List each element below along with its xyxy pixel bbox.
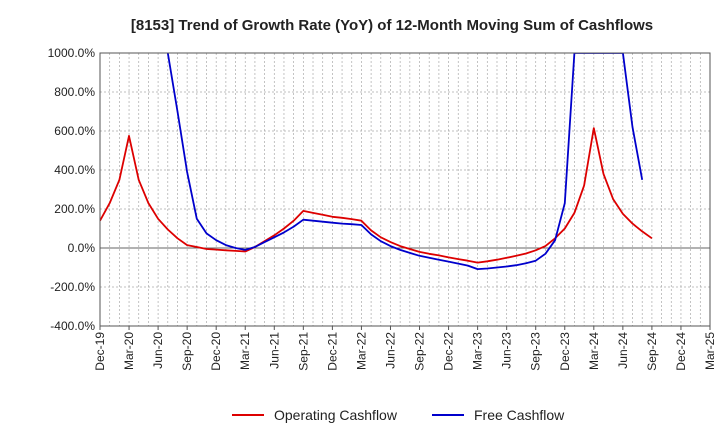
x-tick-label: Dec-20	[209, 332, 223, 371]
x-axis-ticks: Dec-19 Mar-20 Jun-20 Sep-20 Dec-20 Mar-21 Jun-…	[93, 326, 717, 371]
x-tick-label: Jun-20	[151, 332, 165, 369]
x-tick-label: Sep-23	[529, 332, 543, 371]
y-tick-label: 800.0%	[54, 85, 95, 99]
grid-layer	[100, 53, 710, 326]
x-tick-label: Sep-24	[645, 332, 659, 371]
y-tick-label: 400.0%	[54, 163, 95, 177]
x-tick-label: Sep-20	[180, 332, 194, 371]
x-tick-label: Sep-22	[413, 332, 427, 371]
x-tick-label: Jun-21	[267, 332, 281, 369]
y-tick-label: -200.0%	[50, 280, 95, 294]
x-tick-label: Jun-23	[500, 332, 514, 369]
chart-title: [8153] Trend of Growth Rate (YoY) of 12-…	[131, 17, 653, 34]
x-tick-label: Dec-22	[442, 332, 456, 371]
y-tick-label: 600.0%	[54, 124, 95, 138]
x-tick-label: Mar-22	[354, 332, 368, 370]
y-tick-label: 200.0%	[54, 202, 95, 216]
x-tick-label: Dec-19	[93, 332, 107, 371]
x-tick-label: Mar-20	[122, 332, 136, 370]
legend: Operating Cashflow Free Cashflow	[232, 407, 565, 423]
y-tick-label: -400.0%	[50, 319, 95, 333]
x-tick-label: Mar-21	[238, 332, 252, 370]
x-tick-label: Mar-23	[471, 332, 485, 370]
plot-frame	[99, 52, 711, 327]
x-tick-label: Mar-25	[703, 332, 717, 370]
x-tick-label: Jun-24	[616, 332, 630, 369]
series-line-free-cashflow	[166, 53, 644, 271]
x-tick-label: Dec-24	[674, 332, 688, 371]
x-tick-label: Dec-21	[325, 332, 339, 371]
x-tick-label: Sep-21	[296, 332, 310, 371]
x-tick-label: Dec-23	[558, 332, 572, 371]
y-tick-label: 0.0%	[68, 241, 96, 255]
y-axis-ticks: 1000.0% 800.0% 600.0% 400.0% 200.0% 0.0% -200.…	[48, 46, 96, 333]
x-tick-label: Mar-24	[587, 332, 601, 370]
series-line-operating-cashflow	[100, 127, 653, 264]
legend-label-free-cashflow: Free Cashflow	[474, 407, 565, 423]
series-layer	[100, 53, 653, 271]
legend-label-operating-cashflow: Operating Cashflow	[274, 407, 398, 423]
x-tick-label: Jun-22	[383, 332, 397, 369]
y-tick-label: 1000.0%	[48, 46, 96, 60]
